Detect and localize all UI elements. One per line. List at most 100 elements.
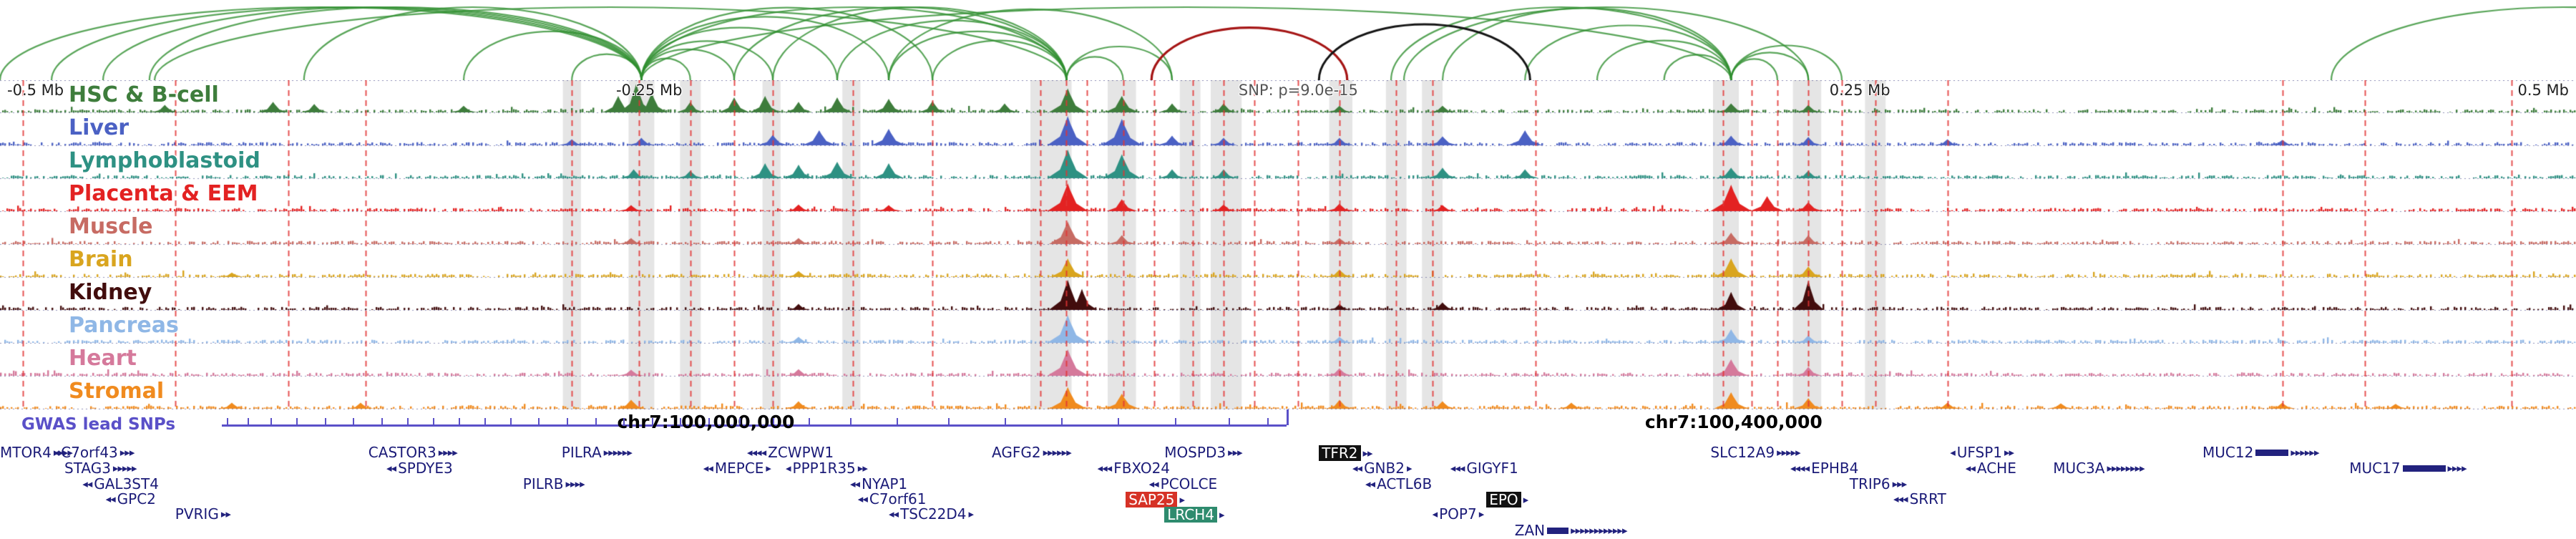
gene-ufsp1: ◂ UFSP1 ▸▸ (1950, 445, 2014, 460)
track-label-brain: Brain (69, 247, 133, 272)
gene-gigyf1: ◂◂◂ GIGYF1 (1450, 461, 1518, 475)
gene-ppp1r35: ◂ PPP1R35 ▸▸ (786, 460, 868, 477)
gwas-snp-tick (484, 418, 486, 424)
gene-castor3: CASTOR3 ▸▸▸▸ (368, 444, 458, 461)
gene-arrows-left: ◂◂ (850, 477, 860, 490)
gwas-snp-tick (773, 418, 774, 424)
gwas-lead-snps-track: GWAS lead SNPs chr7:100,000,000 chr7:100… (0, 409, 2576, 440)
gwas-snp-tick (247, 418, 249, 424)
gene-c7orf61: ◂◂ C7orf61 (858, 492, 927, 506)
gene-label: MUC3A (2053, 460, 2105, 477)
gene-arrows-right: ▸▸▸▸ (53, 445, 73, 459)
gene-label: TRIP6 (1849, 475, 1890, 492)
signal-tracks-canvas (0, 80, 2576, 409)
gwas-snp-tick (947, 418, 950, 424)
gene-label: SAP25 (1126, 492, 1178, 508)
gwas-snp-tick (567, 418, 568, 424)
gene-arrows-right: ▸▸▸▸▸▸▸▸▸▸▸▸ (1571, 523, 1627, 537)
gene-ephb4: ◂◂◂◂ EPHB4 (1790, 461, 1858, 475)
gene-label: LRCH4 (1164, 507, 1217, 523)
gene-label: PPP1R35 (792, 460, 856, 477)
gene-arrows-right: ▸ (1478, 507, 1484, 520)
gene-label: GIGYF1 (1466, 460, 1518, 477)
gwas-snp-tick (739, 418, 741, 424)
gene-label: ZAN (1514, 522, 1546, 539)
gene-epo: EPO ▸ (1486, 492, 1528, 508)
axis-labels: -0.5 Mb -0.25 Mb SNP: p=9.0e-15 0.25 Mb … (0, 82, 2576, 103)
axis-label-plus-05mb: 0.5 Mb (2517, 82, 2569, 99)
gwas-snp-tick (296, 418, 298, 424)
gene-label: ZCWPW1 (768, 444, 834, 461)
gene-label: PCOLCE (1160, 475, 1218, 492)
gene-label: GPC2 (117, 490, 156, 508)
gene-mtor4: MTOR4 ▸▸▸▸ (0, 444, 73, 461)
gene-label: TFR2 (1319, 445, 1361, 461)
gene-gal3st4: ◂◂ GAL3ST4 (82, 477, 159, 491)
gene-arrows-left: ◂ (786, 461, 791, 475)
gwas-snp-tick (1267, 418, 1269, 424)
gwas-snp-tick (595, 418, 597, 424)
gene-arrows-right: ▸▸ (2004, 445, 2014, 459)
gene-spdye3: ◂◂ SPDYE3 (386, 461, 453, 475)
gene-arrows-right: ▸▸▸▸ (2447, 461, 2467, 475)
snp-pvalue-label: SNP: p=9.0e-15 (1238, 82, 1358, 99)
gwas-snp-line (221, 424, 1287, 427)
gene-mospd3: MOSPD3 ▸▸▸ (1164, 445, 1242, 460)
gwas-snp-tick (270, 418, 272, 424)
gwas-snp-tick (623, 418, 625, 424)
gene-label: TSC22D4 (900, 505, 967, 523)
track-label-stromal: Stromal (69, 379, 165, 404)
gene-stag3: STAG3 ▸▸▸▸▸ (64, 461, 137, 475)
gene-arrows-right: ▸ (766, 461, 771, 475)
gene-arrows-left: ◂◂ (1965, 461, 1976, 475)
gene-exon-box (1547, 527, 1569, 534)
gene-arrows-right: ▸▸▸▸ (438, 445, 458, 459)
gene-label: C7orf43 (61, 444, 118, 461)
gene-arrows-right: ▸ (1179, 492, 1184, 506)
gwas-snp-tick (1229, 418, 1231, 424)
gene-tfr2: TFR2 ▸▸ (1319, 445, 1373, 461)
gene-tsc22d4: ◂◂ TSC22D4 ▸ (889, 505, 974, 523)
gene-slc12a9: SLC12A9 ▸▸▸▸▸ (1710, 445, 1800, 460)
track-label-placenta-eem: Placenta & EEM (69, 181, 258, 206)
gene-arrows-left: ◂◂ (1148, 477, 1159, 490)
gene-arrows-right: ▸ (1219, 508, 1224, 521)
gene-arrows-left: ◂◂ (703, 461, 713, 475)
gene-actl6b: ◂◂ ACTL6B (1365, 477, 1432, 491)
gene-pop7: ◂ POP7 ▸ (1433, 507, 1485, 521)
axis-label-minus-025mb: -0.25 Mb (615, 82, 683, 99)
gene-label: PVRIG (175, 505, 219, 523)
gene-muc3a: MUC3A ▸▸▸▸▸▸▸▸ (2053, 461, 2145, 475)
gene-arrows-right: ▸▸▸▸▸▸ (1043, 445, 1072, 459)
gene-pilra: PILRA ▸▸▸▸▸▸ (562, 445, 633, 460)
gwas-snp-tick (809, 418, 811, 424)
gwas-snp-tick (538, 418, 540, 424)
gene-exon-box (2255, 449, 2289, 456)
track-label-hsc-b-cell: HSC & B-cell (69, 82, 219, 107)
gene-arrows-right: ▸▸ (1362, 446, 1373, 460)
gene-label: MTOR4 (0, 444, 52, 461)
gene-label: SPDYE3 (398, 460, 453, 477)
gene-label: SRRT (1909, 490, 1946, 508)
gene-label: NYAP1 (862, 475, 908, 492)
gene-arrows-right: ▸ (968, 507, 974, 520)
gene-label: EPO (1486, 492, 1521, 508)
gene-label: C7orf61 (869, 490, 927, 508)
gene-label: CASTOR3 (368, 444, 436, 461)
gwas-snp-tick (324, 418, 326, 424)
gene-agfg2: AGFG2 ▸▸▸▸▸▸ (992, 445, 1072, 460)
gwas-snp-tick (1118, 418, 1120, 424)
gene-annotation-track: MTOR4 ▸▸▸▸ ◂ C7orf43 ▸▸▸ CASTOR3 ▸▸▸▸ PILRA ▸▸▸▸… (0, 440, 2576, 539)
gene-pilrb: PILRB ▸▸▸▸ (523, 477, 585, 491)
gwas-snp-connector (1287, 409, 1289, 425)
gene-arrows-left: ◂ (54, 445, 59, 459)
gwas-snp-tick (896, 418, 898, 424)
gwas-snp-tick (651, 418, 653, 424)
axis-label-plus-025mb: 0.25 Mb (1829, 82, 1890, 99)
gene-srrt: ◂◂◂ SRRT (1893, 492, 1946, 506)
gene-arrows-left: ◂◂ (105, 492, 116, 505)
gene-gpc2: ◂◂ GPC2 (106, 492, 156, 506)
gene-arrows-right: ▸ (1406, 461, 1412, 475)
gwas-snp-tick (1005, 418, 1006, 424)
